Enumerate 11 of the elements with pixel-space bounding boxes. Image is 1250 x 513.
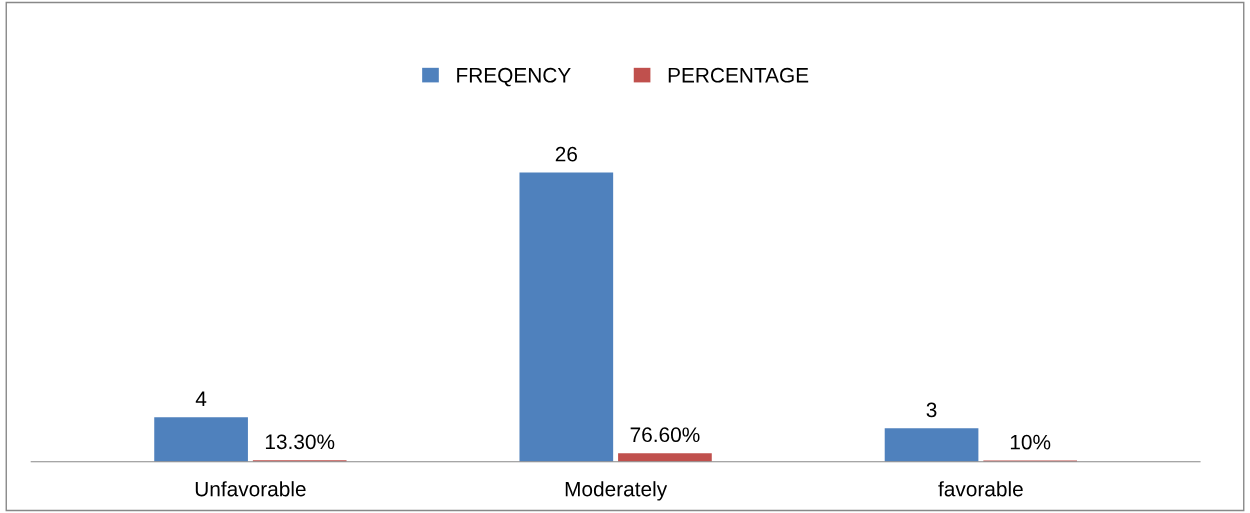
- legend-label: PERCENTAGE: [668, 67, 809, 83]
- data-label: 4: [195, 391, 207, 406]
- x-tick-label: favorable: [938, 481, 1023, 497]
- legend-label: FREQENCY: [457, 67, 571, 87]
- data-label: 13.30%: [265, 434, 335, 450]
- data-label: 26: [555, 146, 577, 162]
- x-tick-label: Unfavorable: [195, 481, 306, 497]
- data-label: 76.60%: [630, 427, 700, 443]
- x-tick-label: Moderately: [565, 481, 668, 501]
- data-label: 10%: [1010, 434, 1051, 450]
- data-label: 3: [926, 402, 937, 418]
